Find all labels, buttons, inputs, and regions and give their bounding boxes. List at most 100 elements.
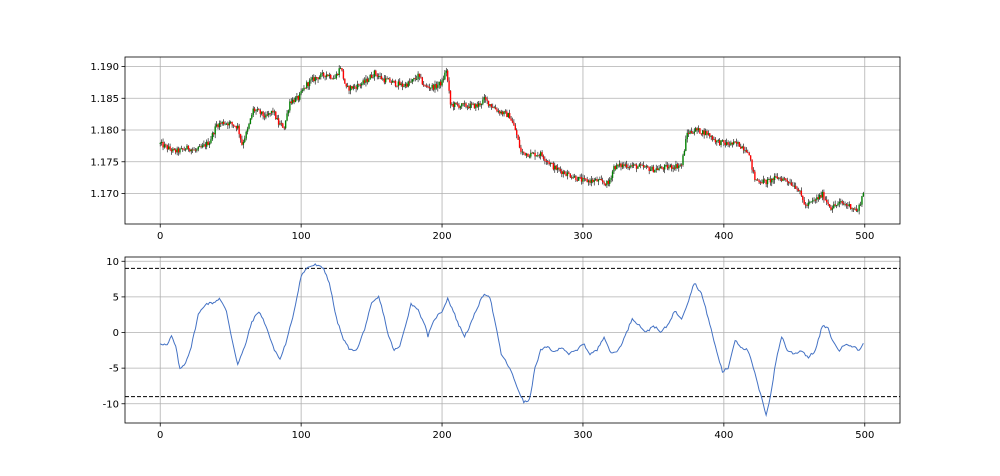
candle-down bbox=[814, 199, 817, 201]
candle-up bbox=[332, 78, 335, 80]
candle-up bbox=[811, 200, 814, 202]
candle-up bbox=[237, 125, 239, 129]
candle-down bbox=[579, 176, 581, 178]
candle-up bbox=[221, 121, 223, 124]
candle-down bbox=[589, 180, 591, 183]
price-y-tick-label: 1.175 bbox=[90, 157, 119, 168]
candle-up bbox=[851, 208, 853, 210]
candle-down bbox=[504, 111, 507, 113]
candle-up bbox=[356, 84, 359, 89]
candle-down bbox=[600, 179, 602, 181]
candle-up bbox=[840, 201, 842, 203]
candle-down bbox=[259, 110, 261, 114]
candle-up bbox=[244, 138, 246, 142]
candle-down bbox=[322, 72, 325, 76]
candle-down bbox=[272, 110, 274, 113]
oscillator-tick-labels: 0 100 200 300 400 500 10 5 0 -5 -10 bbox=[103, 257, 875, 441]
candle-down bbox=[486, 99, 488, 101]
candle-up bbox=[503, 111, 505, 115]
candle-up bbox=[256, 109, 259, 111]
candle-up bbox=[198, 146, 201, 148]
candle-up bbox=[532, 152, 535, 154]
candle-up bbox=[434, 84, 436, 90]
candle-up bbox=[294, 97, 297, 103]
candle-up bbox=[693, 131, 695, 134]
candle-up bbox=[521, 151, 524, 153]
candle-down bbox=[758, 180, 760, 183]
candle-up bbox=[211, 133, 214, 140]
candle-up bbox=[663, 165, 666, 170]
candle-down bbox=[745, 150, 748, 153]
price-plot-area bbox=[125, 57, 900, 224]
candle-down bbox=[290, 101, 292, 104]
candle-up bbox=[286, 113, 288, 121]
candle-down bbox=[711, 136, 714, 140]
candle-down bbox=[527, 153, 529, 157]
candle-up bbox=[685, 139, 687, 151]
candle-up bbox=[537, 155, 539, 157]
candle-down bbox=[735, 142, 738, 144]
candle-down bbox=[428, 87, 431, 89]
candle-up bbox=[816, 197, 818, 201]
candle-up bbox=[430, 87, 432, 89]
candle-down bbox=[253, 108, 256, 112]
candle-up bbox=[539, 152, 542, 156]
candle-down bbox=[317, 77, 319, 80]
candle-up bbox=[469, 103, 471, 109]
candle-down bbox=[456, 103, 459, 105]
candle-up bbox=[413, 78, 415, 80]
candle-down bbox=[647, 166, 649, 168]
candle-down bbox=[749, 155, 752, 160]
candle-up bbox=[349, 86, 352, 91]
price-x-tick-label: 400 bbox=[714, 231, 733, 242]
candle-up bbox=[697, 128, 700, 131]
candle-down bbox=[423, 84, 425, 86]
oscillator-y-tick-label: 5 bbox=[113, 292, 119, 303]
candle-down bbox=[607, 180, 610, 184]
candle-down bbox=[183, 149, 185, 151]
candle-down bbox=[337, 73, 339, 76]
candle-up bbox=[627, 166, 629, 168]
candle-down bbox=[324, 75, 326, 78]
candle-up bbox=[835, 205, 838, 206]
candle-down bbox=[327, 74, 329, 77]
price-x-tick-label: 200 bbox=[432, 231, 451, 242]
candle-up bbox=[299, 93, 301, 100]
candle-down bbox=[363, 80, 366, 83]
candle-up bbox=[176, 148, 178, 153]
candle-up bbox=[252, 108, 254, 115]
candle-up bbox=[665, 164, 667, 166]
candle-up bbox=[463, 103, 466, 105]
candle-up bbox=[437, 85, 439, 88]
candle-up bbox=[368, 79, 370, 82]
candle-up bbox=[556, 167, 559, 170]
candle-down bbox=[490, 104, 493, 107]
candle-up bbox=[379, 75, 381, 77]
candle-down bbox=[177, 148, 180, 153]
candle-up bbox=[325, 74, 328, 78]
candle-down bbox=[414, 78, 416, 80]
candle-up bbox=[300, 90, 302, 94]
candle-down bbox=[191, 149, 194, 151]
candle-up bbox=[831, 208, 834, 210]
candle-up bbox=[821, 191, 824, 198]
candle-down bbox=[406, 83, 408, 87]
candle-up bbox=[276, 118, 278, 120]
candle-down bbox=[752, 169, 755, 172]
candle-up bbox=[352, 86, 354, 89]
candle-down bbox=[570, 177, 573, 179]
candle-up bbox=[445, 70, 447, 73]
candle-down bbox=[614, 166, 617, 170]
candle-up bbox=[593, 180, 595, 182]
candle-up bbox=[762, 179, 765, 184]
candle-up bbox=[702, 130, 704, 135]
candle-down bbox=[238, 125, 240, 135]
candle-up bbox=[611, 171, 614, 178]
candle-up bbox=[507, 113, 509, 118]
candle-up bbox=[444, 72, 446, 80]
price-y-tick-label: 1.170 bbox=[90, 189, 119, 200]
candle-up bbox=[206, 141, 208, 147]
candle-up bbox=[308, 80, 311, 87]
candle-up bbox=[472, 103, 474, 105]
